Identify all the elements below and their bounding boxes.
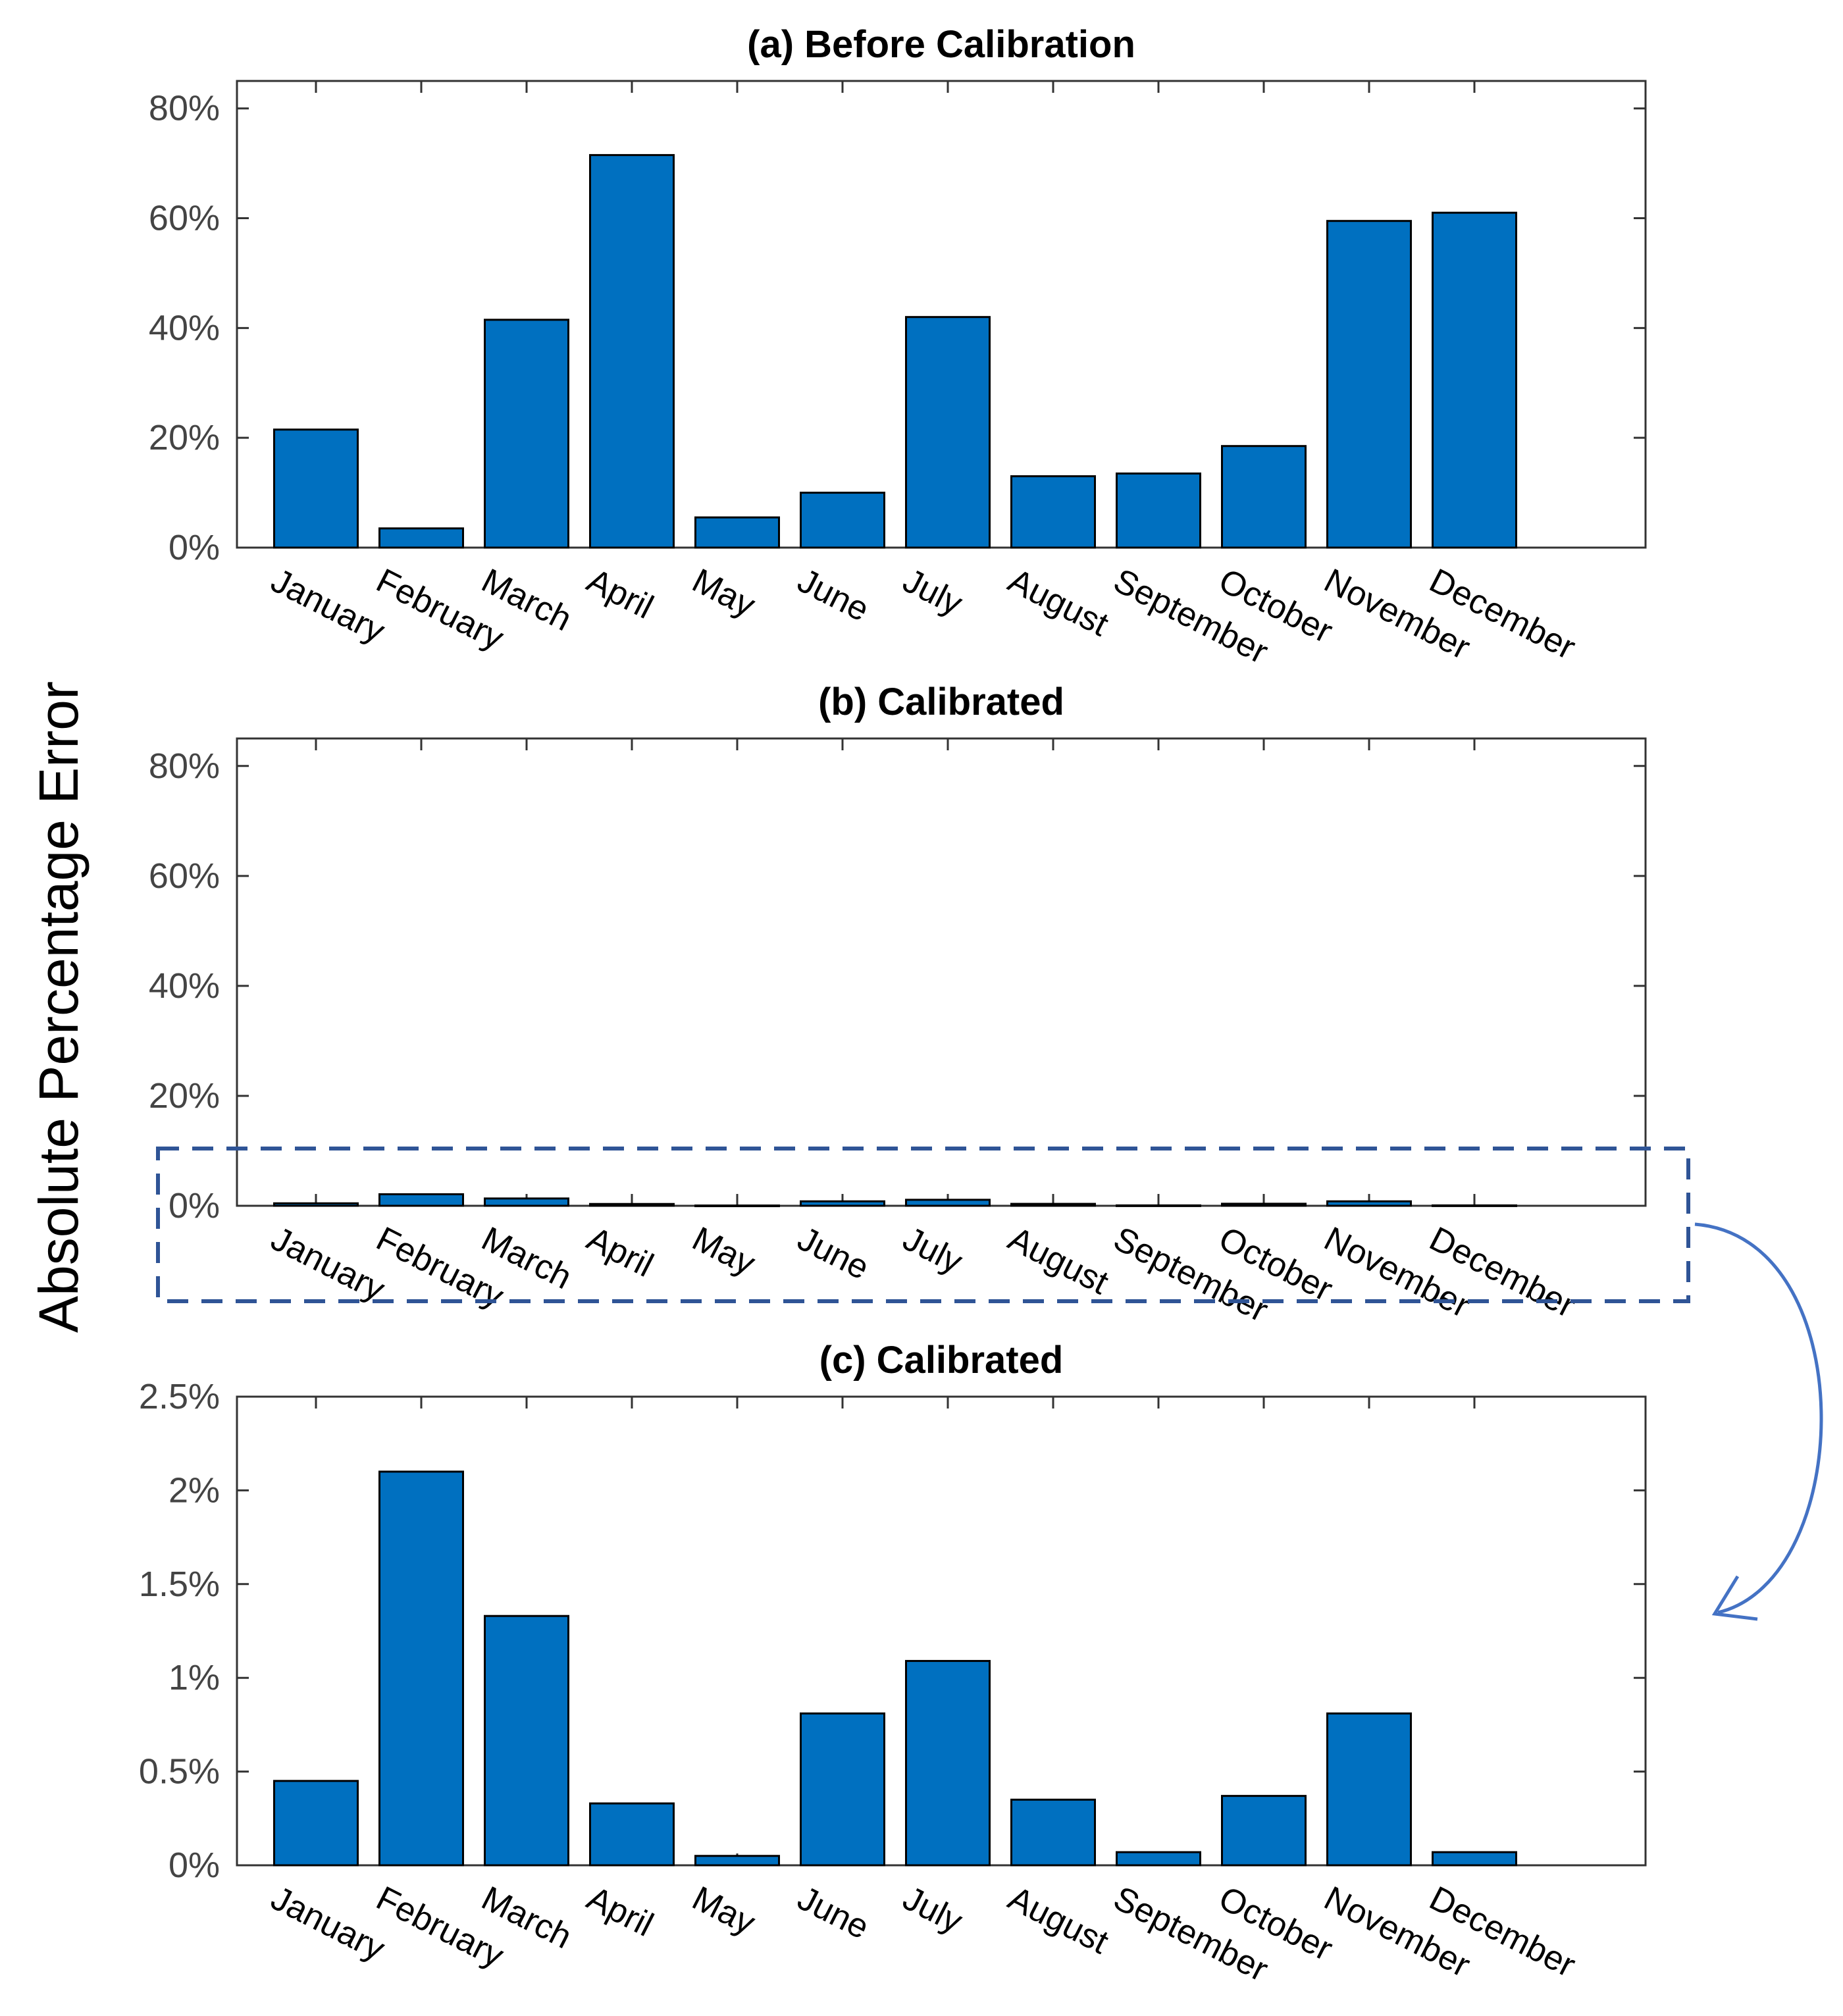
x-tick-label: January: [265, 561, 391, 651]
bar-october: [1221, 1795, 1307, 1867]
bar-september: [1116, 472, 1201, 549]
x-tick-label: April: [581, 1220, 660, 1285]
chart-panel-b: (b) Calibrated0%20%40%60%80%JanuaryFebru…: [149, 681, 1647, 1330]
x-tick-label: August: [1002, 1220, 1115, 1302]
zoom-highlight-box: [156, 1147, 1690, 1303]
x-tick-label: April: [581, 1879, 660, 1944]
x-tick-label: April: [581, 561, 660, 627]
bar-june: [800, 1200, 885, 1207]
plot-area-b: [236, 737, 1647, 1207]
bar-january: [273, 1780, 359, 1867]
y-tick-label: 20%: [149, 418, 220, 457]
bar-april: [589, 1202, 675, 1207]
bar-july: [905, 316, 991, 549]
bar-march: [484, 319, 569, 549]
bar-august: [1010, 475, 1096, 549]
bar-september: [1116, 1204, 1201, 1207]
x-tick-label: May: [687, 1220, 762, 1283]
y-tick-label: 40%: [149, 308, 220, 348]
zoom-arrowhead: [1711, 1575, 1758, 1621]
bar-july: [905, 1199, 991, 1207]
chart-title-c: (c) Calibrated: [819, 1339, 1064, 1382]
bar-september: [1116, 1851, 1201, 1867]
x-tick-label: January: [265, 1220, 391, 1309]
y-tick-label: 1.5%: [139, 1564, 220, 1604]
y-axis-label: Absolute Percentage Error: [28, 681, 90, 1333]
x-tick-label: August: [1002, 561, 1115, 644]
y-tick-label: 60%: [149, 199, 220, 238]
y-tick-label: 80%: [149, 89, 220, 128]
x-tick-label: July: [897, 561, 969, 623]
bar-july: [905, 1660, 991, 1867]
chart-title-a: (a) Before Calibration: [747, 23, 1135, 66]
bar-june: [800, 1712, 885, 1867]
y-tick-label: 80%: [149, 746, 220, 786]
y-tick-label: 60%: [149, 856, 220, 896]
chart-panel-a: (a) Before Calibration 0% 20% 40% 60% 80% Janu…: [149, 23, 1647, 671]
bar-october: [1221, 445, 1307, 549]
x-tick-label: January: [265, 1879, 391, 1969]
bar-march: [484, 1197, 569, 1207]
y-tick-label: 0.5%: [139, 1752, 220, 1792]
x-tick-label: May: [687, 1879, 762, 1942]
bar-april: [589, 1802, 675, 1867]
x-tick-label: July: [897, 1220, 969, 1281]
bar-november: [1326, 220, 1412, 549]
x-tick-label: June: [792, 1220, 875, 1287]
bar-december: [1432, 211, 1517, 549]
bar-august: [1010, 1202, 1096, 1207]
bar-june: [800, 492, 885, 549]
x-tick-label: May: [687, 561, 762, 625]
x-tick-label: June: [792, 561, 875, 629]
y-tick-label: 40%: [149, 966, 220, 1006]
y-tick-label: 1%: [169, 1658, 220, 1697]
bar-august: [1010, 1798, 1096, 1867]
bar-december: [1432, 1851, 1517, 1867]
bar-february: [378, 527, 464, 549]
y-tick-label: 20%: [149, 1076, 220, 1116]
bar-november: [1326, 1200, 1412, 1207]
bar-december: [1432, 1204, 1517, 1207]
bar-may: [694, 1855, 780, 1867]
bar-march: [484, 1615, 569, 1867]
x-tick-label: July: [897, 1879, 969, 1941]
bar-november: [1326, 1712, 1412, 1867]
bar-february: [378, 1193, 464, 1207]
bar-january: [273, 428, 359, 549]
y-tick-label: 0%: [169, 1846, 220, 1885]
y-tick-label: 0%: [169, 1186, 220, 1226]
bar-may: [694, 516, 780, 549]
bar-october: [1221, 1202, 1307, 1207]
y-tick-label: 2.5%: [139, 1377, 220, 1416]
y-tick-label: 2%: [169, 1470, 220, 1510]
zoom-arrow: [1694, 1222, 1823, 1615]
bar-february: [378, 1470, 464, 1867]
bar-april: [589, 154, 675, 549]
x-tick-label: August: [1002, 1879, 1115, 1961]
bar-january: [273, 1202, 359, 1207]
chart-title-b: (b) Calibrated: [818, 681, 1064, 723]
chart-panel-c: (c) Calibrated0%0.5%1%1.5%2%2.5%JanuaryF…: [139, 1339, 1647, 1989]
x-tick-label: June: [792, 1879, 875, 1947]
y-tick-label: 0%: [169, 528, 220, 567]
